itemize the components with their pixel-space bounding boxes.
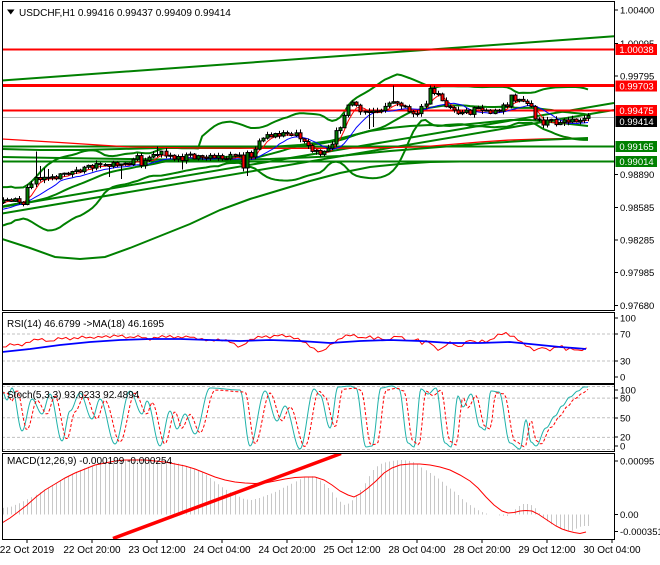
svg-text:30 Oct 04:00: 30 Oct 04:00: [583, 545, 641, 556]
svg-text:USDCHF,H1 0.99416 0.99437 0.9: USDCHF,H1 0.99416 0.99437 0.99409 0.9941…: [19, 8, 231, 19]
svg-text:24 Oct 20:00: 24 Oct 20:00: [258, 545, 316, 556]
svg-text:0.97680: 0.97680: [620, 301, 654, 312]
svg-text:0.99165: 0.99165: [619, 142, 653, 153]
svg-text:0.98585: 0.98585: [620, 203, 654, 214]
svg-text:0.97985: 0.97985: [620, 268, 654, 279]
svg-text:50: 50: [620, 413, 631, 424]
svg-text:22 Oct 20:00: 22 Oct 20:00: [63, 545, 121, 556]
svg-text:Stoch(5,3,3) 93.0233 92.4894: Stoch(5,3,3) 93.0233 92.4894: [7, 390, 140, 401]
svg-text:23 Oct 12:00: 23 Oct 12:00: [128, 545, 186, 556]
svg-text:30: 30: [620, 356, 631, 367]
svg-text:100: 100: [620, 313, 636, 324]
svg-text:1.00400: 1.00400: [620, 5, 654, 16]
svg-text:22 Oct 2019: 22 Oct 2019: [0, 545, 55, 556]
svg-text:0.00: 0.00: [620, 510, 639, 521]
svg-text:28 Oct 04:00: 28 Oct 04:00: [388, 545, 446, 556]
svg-text:29 Oct 12:00: 29 Oct 12:00: [518, 545, 576, 556]
svg-text:0.00095: 0.00095: [620, 456, 654, 467]
svg-text:0.98285: 0.98285: [620, 235, 654, 246]
svg-text:-0.000351: -0.000351: [620, 527, 660, 538]
svg-text:1.00038: 1.00038: [619, 45, 653, 56]
svg-text:0.99014: 0.99014: [619, 157, 653, 168]
svg-text:28 Oct 20:00: 28 Oct 20:00: [453, 545, 511, 556]
svg-text:24 Oct 04:00: 24 Oct 04:00: [193, 545, 251, 556]
svg-text:100: 100: [620, 385, 636, 396]
svg-text:25 Oct 12:00: 25 Oct 12:00: [323, 545, 381, 556]
svg-text:0.99795: 0.99795: [620, 71, 654, 82]
svg-text:80: 80: [620, 393, 631, 404]
svg-text:0.99475: 0.99475: [619, 106, 653, 117]
svg-text:20: 20: [620, 432, 631, 443]
svg-text:0: 0: [620, 441, 625, 452]
svg-text:0: 0: [620, 372, 625, 383]
svg-text:0.99703: 0.99703: [619, 82, 653, 93]
svg-text:MACD(12,26,9) -0.000199 -0.000: MACD(12,26,9) -0.000199 -0.000254: [7, 456, 173, 467]
svg-text:70: 70: [620, 329, 631, 340]
svg-text:RSI(14) 46.6799 ->MA(18) 46.1: RSI(14) 46.6799 ->MA(18) 46.1695: [7, 319, 164, 330]
svg-text:0.98890: 0.98890: [620, 170, 654, 181]
svg-text:0.99414: 0.99414: [619, 117, 653, 128]
